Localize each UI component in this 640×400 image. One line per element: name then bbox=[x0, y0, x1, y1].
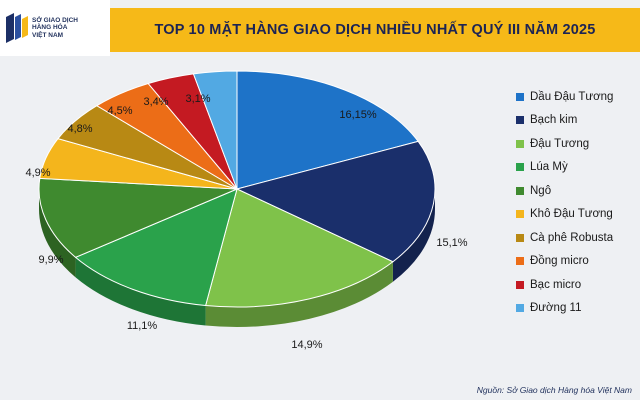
data-label-1: 16,15% bbox=[339, 109, 377, 121]
pie-slice-side-5 bbox=[39, 189, 76, 278]
chart-area: 16,15% 15,1% 14,9% 11,1% 9,9% 4,9% 4,8% 4,5% 3,4… bbox=[0, 56, 640, 400]
pie-slice-10 bbox=[192, 70, 238, 190]
pie-chart: 16,15% 15,1% 14,9% 11,1% 9,9% 4,9% 4,8% 4,5% 3,4… bbox=[25, 70, 468, 351]
data-label-8: 4,5% bbox=[107, 105, 132, 117]
legend-swatch bbox=[516, 92, 524, 101]
legend-label: Đường 11 bbox=[530, 302, 582, 315]
legend-label: Khô Đậu Tương bbox=[530, 208, 613, 221]
legend-item-2: Bạch kim bbox=[516, 109, 636, 133]
pie-slice-3 bbox=[204, 188, 394, 308]
data-label-2: 15,1% bbox=[436, 237, 467, 249]
legend-item-4: Lúa Mỳ bbox=[516, 156, 636, 180]
legend-item-3: Đậu Tương bbox=[516, 132, 636, 156]
data-label-10: 3,1% bbox=[185, 93, 210, 105]
legend-label: Ngô bbox=[530, 184, 552, 197]
legend-swatch bbox=[516, 210, 524, 219]
legend-label: Bạch kim bbox=[530, 114, 578, 127]
header: SỞ GIAO DỊCH HÀNG HÓA VIỆT NAM TOP 10 MẶ… bbox=[0, 0, 640, 56]
legend-swatch bbox=[516, 304, 524, 313]
legend-swatch bbox=[516, 163, 524, 172]
legend-item-8: Đồng micro bbox=[516, 250, 636, 274]
legend-item-1: Dầu Đậu Tương bbox=[516, 85, 636, 109]
logo: SỞ GIAO DỊCH HÀNG HÓA VIỆT NAM bbox=[0, 0, 110, 56]
data-label-3: 14,9% bbox=[291, 339, 322, 351]
pie-slice-2 bbox=[235, 140, 436, 263]
legend-item-7: Cà phê Robusta bbox=[516, 226, 636, 250]
source-note: Nguồn: Sở Giao dịch Hàng hóa Việt Nam bbox=[476, 385, 632, 395]
pie-slice-4 bbox=[74, 188, 238, 307]
legend-label: Đồng micro bbox=[530, 255, 589, 268]
pie-slice-side-4 bbox=[75, 257, 206, 326]
legend-label: Cà phê Robusta bbox=[530, 231, 614, 244]
legend: Dầu Đậu Tương Bạch kim Đậu Tương Lúa Mỳ Ngô K… bbox=[516, 85, 636, 320]
legend-swatch bbox=[516, 186, 524, 195]
data-label-9: 3,4% bbox=[143, 96, 168, 108]
pie-slice-side-2 bbox=[392, 189, 435, 282]
logo-icon bbox=[6, 13, 28, 43]
legend-label: Lúa Mỳ bbox=[530, 161, 568, 174]
data-label-5: 9,9% bbox=[38, 254, 63, 266]
data-label-4: 11,1% bbox=[127, 320, 158, 332]
data-label-7: 4,8% bbox=[67, 123, 92, 135]
legend-item-10: Đường 11 bbox=[516, 297, 636, 321]
title-bar: TOP 10 MẶT HÀNG GIAO DỊCH NHIỀU NHẤT QUÝ… bbox=[110, 8, 640, 52]
legend-label: Đậu Tương bbox=[530, 137, 590, 150]
legend-item-5: Ngô bbox=[516, 179, 636, 203]
data-label-6: 4,9% bbox=[25, 167, 50, 179]
legend-swatch bbox=[516, 139, 524, 148]
legend-item-9: Bạc micro bbox=[516, 273, 636, 297]
legend-swatch bbox=[516, 280, 524, 289]
legend-swatch bbox=[516, 257, 524, 266]
legend-item-6: Khô Đậu Tương bbox=[516, 203, 636, 227]
legend-label: Bạc micro bbox=[530, 278, 582, 291]
pie-slice-5 bbox=[38, 177, 238, 258]
pie-slice-side-3 bbox=[205, 261, 393, 328]
pie-slice-1 bbox=[236, 70, 419, 190]
legend-label: Dầu Đậu Tương bbox=[530, 90, 614, 103]
legend-swatch bbox=[516, 233, 524, 242]
logo-text: SỞ GIAO DỊCH HÀNG HÓA VIỆT NAM bbox=[32, 16, 78, 39]
legend-swatch bbox=[516, 116, 524, 125]
chart-title: TOP 10 MẶT HÀNG GIAO DỊCH NHIỀU NHẤT QUÝ… bbox=[154, 22, 596, 38]
